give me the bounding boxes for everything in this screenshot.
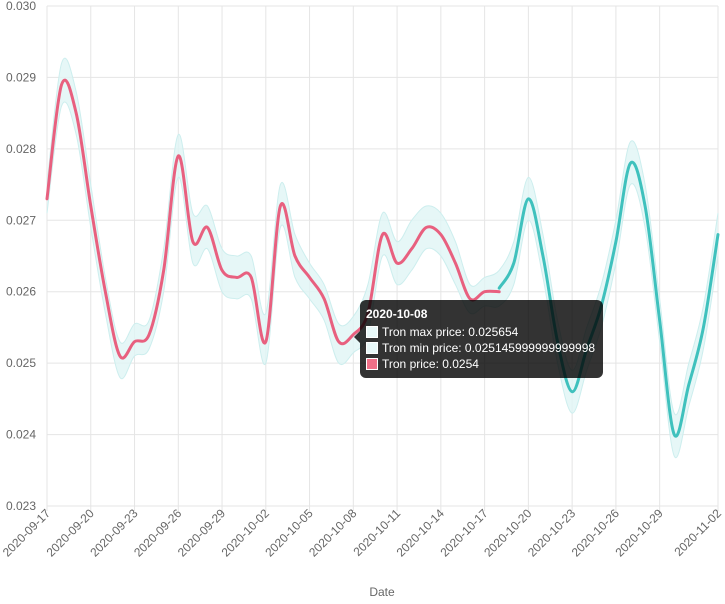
tooltip: 2020-10-08 Tron max price: 0.025654 Tron…	[353, 300, 604, 378]
tooltip-swatch-price	[366, 358, 378, 370]
y-tick-label: 0.029	[6, 70, 36, 84]
max-price-line	[46, 57, 719, 416]
min-max-band	[46, 57, 719, 459]
tooltip-title: 2020-10-08	[366, 307, 428, 321]
x-tick-label: 2020-11-02	[671, 506, 724, 559]
tooltip-swatch-max	[366, 326, 378, 338]
y-tick-label: 0.023	[6, 499, 36, 513]
y-tick-label: 0.028	[6, 142, 36, 156]
tooltip-label-min: Tron min price: 0.025145999999999998	[382, 341, 596, 355]
y-tick-label: 0.030	[6, 0, 36, 13]
tooltip-label-max: Tron max price: 0.025654	[382, 325, 519, 339]
forecast-line	[497, 160, 720, 438]
price-line	[45, 78, 501, 360]
x-axis-title: Date	[369, 585, 395, 599]
series-lines	[45, 78, 720, 438]
y-tick-label: 0.026	[6, 285, 36, 299]
y-axis-ticks: 0.023 0.024 0.025 0.026 0.027 0.028 0.029 0.030	[6, 0, 36, 513]
tooltip-swatch-min	[366, 342, 378, 354]
y-tick-label: 0.025	[6, 356, 36, 370]
x-axis-ticks: 2020-09-172020-09-202020-09-232020-09-26…	[0, 506, 724, 560]
y-tick-label: 0.024	[6, 428, 36, 442]
grid	[46, 5, 719, 511]
min-price-line	[46, 101, 719, 459]
tooltip-label-price: Tron price: 0.0254	[382, 357, 479, 371]
tooltip-row-max: Tron max price: 0.025654	[366, 324, 595, 340]
y-tick-label: 0.027	[6, 213, 36, 227]
x-tick-label: 2020-10-29	[612, 506, 666, 560]
tooltip-row-price: Tron price: 0.0254	[366, 356, 595, 372]
tooltip-row-min: Tron min price: 0.025145999999999998	[366, 340, 595, 356]
